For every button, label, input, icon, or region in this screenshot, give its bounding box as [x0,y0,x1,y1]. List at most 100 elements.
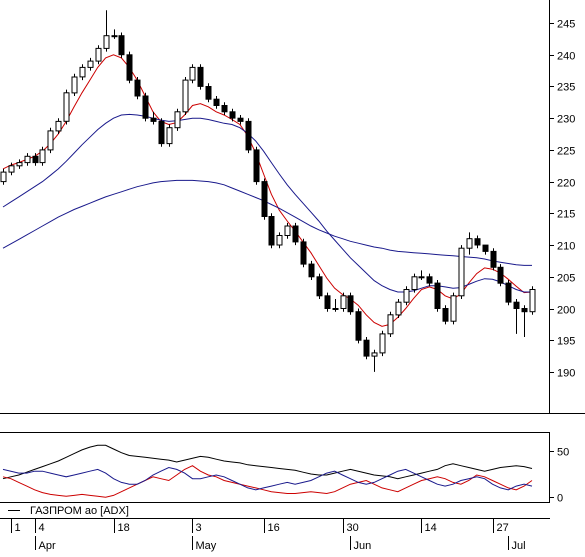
price-ytick-label: 200 [557,305,575,317]
candle-body [150,117,157,122]
candle [308,260,315,280]
candle-body [79,66,86,78]
xtick-label: 16 [268,522,280,534]
candle [371,349,378,372]
candle-body [24,155,31,164]
candle [237,115,244,125]
price-ytick-label: 245 [557,19,575,31]
candle [32,153,39,166]
candle [466,232,473,255]
candle [16,159,23,169]
xtick-label: 30 [347,522,359,534]
candle [134,77,141,100]
candle-body [324,295,331,309]
xtick-label: 18 [118,522,130,534]
candle [103,10,110,52]
candle [79,64,86,81]
candle-body [403,289,410,303]
xtick-label: 27 [497,522,509,534]
candle [221,102,228,115]
candle-body [276,235,283,246]
candle-body [87,60,94,68]
candle [189,64,196,84]
candle-body [174,111,181,129]
candle-body [237,117,244,122]
candle-body [418,276,425,279]
price-ytick-label: 230 [557,114,575,126]
candle-body [458,247,465,297]
candle-body [426,276,433,284]
adx-line [2,444,533,480]
candle-body [340,295,347,309]
candle [482,244,489,255]
candle [213,96,220,109]
candle-body [0,171,7,183]
candle [434,280,441,312]
axes: 190 195 200 205 210 215 220 225 230 235 240 245 0 50 1… [11,19,575,552]
candle-body [513,301,520,310]
candle [182,77,189,115]
candle-body [411,276,418,290]
candle-body [284,225,291,236]
month-label: Jul [512,540,526,552]
candle [276,232,283,249]
candle-body [490,250,497,268]
candle-body [197,66,204,87]
candle [300,238,307,268]
candle [24,153,31,166]
candle-body [142,95,149,119]
xtick-label: 4 [39,522,45,534]
candle [474,235,481,249]
candle-body [395,301,402,316]
candle [387,311,394,337]
candle-body [182,79,189,113]
candle [166,124,173,147]
candle [426,273,433,287]
candle-body [308,263,315,278]
month-label: Apr [39,540,56,552]
price-ytick-label: 195 [557,336,575,348]
candle-body [47,130,54,151]
xtick-label: 3 [196,522,202,534]
candle-body [166,127,173,145]
indicator-panel [2,444,533,498]
candle [63,89,70,125]
candle-body [16,162,23,167]
candle-body [245,120,252,151]
candle-body [158,120,165,145]
candle [403,286,410,306]
candle-body [39,149,46,164]
price-panel [0,10,536,372]
candle-body [8,165,15,173]
candle-body [371,352,378,357]
candle [284,222,291,239]
candle-body [103,35,110,49]
candle [347,292,354,315]
legend: ГАЗПРОМ ао [ADX] [8,505,129,517]
candle-body [347,295,354,313]
candle [158,118,165,147]
candle-body [205,86,212,100]
candle-body [363,339,370,357]
xtick-label: 14 [425,522,437,534]
xtick-label: 1 [15,522,21,534]
candle [8,162,15,176]
candle-body [387,314,394,335]
candle-body [316,276,323,297]
candle [268,213,275,249]
candle [142,92,149,122]
candle-body [300,241,307,265]
candle-body [268,216,275,246]
candle [411,273,418,293]
candle-body [118,35,125,56]
candle [529,286,536,315]
indicator-ytick-label: 0 [557,493,563,505]
candle [458,245,465,299]
candle [0,168,7,185]
candle-body [355,311,362,341]
candle [395,299,402,318]
candle-body [189,66,196,81]
price-ytick-label: 190 [557,368,575,380]
candle-body [134,79,141,97]
candle-body [95,47,102,62]
